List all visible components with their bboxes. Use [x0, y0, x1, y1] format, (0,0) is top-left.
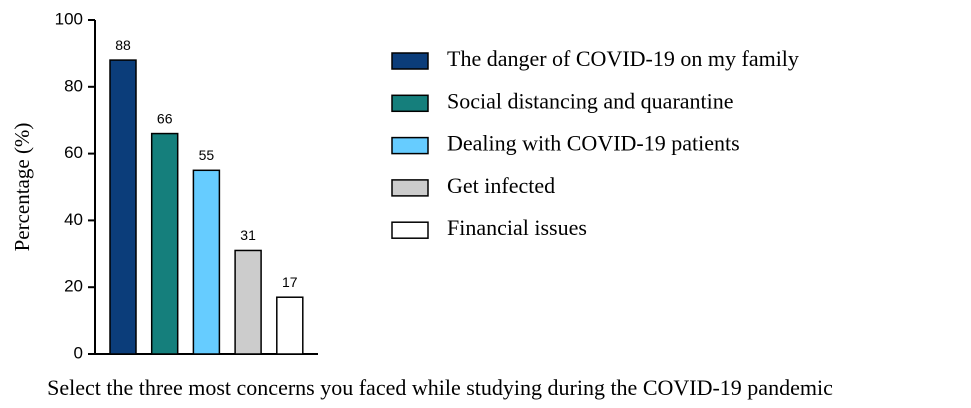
value-label: 17	[282, 274, 298, 290]
y-tick-label: 100	[55, 9, 83, 28]
legend-swatch	[391, 52, 429, 70]
legend-label: Financial issues	[447, 215, 587, 240]
value-label: 66	[157, 110, 173, 126]
y-tick-label: 40	[64, 210, 83, 229]
value-label: 55	[199, 147, 215, 163]
bar	[276, 296, 304, 355]
value-label: 88	[115, 37, 131, 53]
y-axis-label: Percentage (%)	[10, 123, 34, 252]
value-label: 31	[240, 227, 256, 243]
x-axis-label: Select the three most concerns you faced…	[47, 375, 833, 400]
legend-label: Social distancing and quarantine	[447, 88, 734, 113]
bar	[234, 249, 262, 355]
bar	[192, 169, 221, 355]
legend-label: The danger of COVID-19 on my family	[447, 46, 799, 71]
y-tick-label: 80	[64, 76, 83, 95]
y-tick-label: 60	[64, 143, 83, 162]
bar	[150, 132, 179, 355]
legend-swatch	[391, 179, 429, 197]
y-tick-label: 0	[74, 343, 83, 362]
legend-swatch	[391, 94, 429, 113]
legend-swatch	[391, 221, 429, 239]
bar	[109, 59, 137, 355]
legend-label: Dealing with COVID-19 patients	[447, 131, 740, 156]
legend-label: Get infected	[447, 173, 555, 198]
legend-swatch	[391, 136, 429, 155]
y-tick-label: 20	[64, 277, 83, 296]
